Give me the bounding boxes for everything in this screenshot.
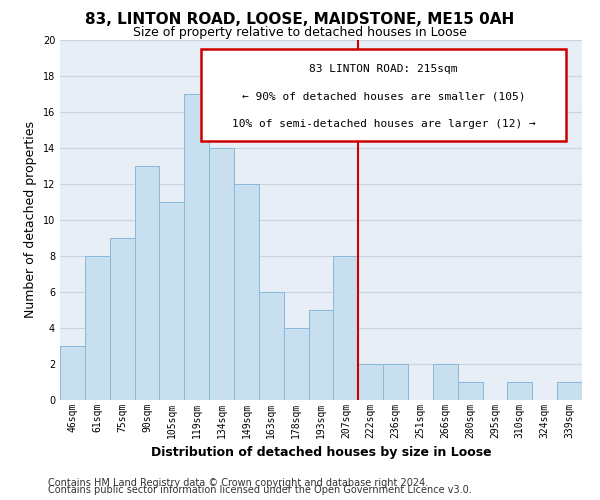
Bar bbox=[134, 166, 160, 400]
Text: 83 LINTON ROAD: 215sqm: 83 LINTON ROAD: 215sqm bbox=[310, 64, 458, 74]
Bar bbox=[334, 256, 358, 400]
Text: Size of property relative to detached houses in Loose: Size of property relative to detached ho… bbox=[133, 26, 467, 39]
Bar bbox=[433, 364, 458, 400]
Bar bbox=[160, 202, 184, 400]
Text: 83, LINTON ROAD, LOOSE, MAIDSTONE, ME15 0AH: 83, LINTON ROAD, LOOSE, MAIDSTONE, ME15 … bbox=[85, 12, 515, 28]
Bar bbox=[85, 256, 110, 400]
Bar bbox=[508, 382, 532, 400]
Text: ← 90% of detached houses are smaller (105): ← 90% of detached houses are smaller (10… bbox=[242, 92, 526, 102]
Bar bbox=[184, 94, 209, 400]
Text: Contains HM Land Registry data © Crown copyright and database right 2024.: Contains HM Land Registry data © Crown c… bbox=[48, 478, 428, 488]
Bar bbox=[458, 382, 482, 400]
Bar bbox=[383, 364, 408, 400]
Bar bbox=[110, 238, 134, 400]
FancyBboxPatch shape bbox=[201, 49, 566, 141]
Bar bbox=[234, 184, 259, 400]
Bar bbox=[284, 328, 308, 400]
Bar bbox=[259, 292, 284, 400]
Bar bbox=[308, 310, 334, 400]
Text: 10% of semi-detached houses are larger (12) →: 10% of semi-detached houses are larger (… bbox=[232, 120, 536, 130]
X-axis label: Distribution of detached houses by size in Loose: Distribution of detached houses by size … bbox=[151, 446, 491, 460]
Bar bbox=[557, 382, 582, 400]
Bar bbox=[60, 346, 85, 400]
Bar bbox=[358, 364, 383, 400]
Bar bbox=[209, 148, 234, 400]
Text: Contains public sector information licensed under the Open Government Licence v3: Contains public sector information licen… bbox=[48, 485, 472, 495]
Y-axis label: Number of detached properties: Number of detached properties bbox=[24, 122, 37, 318]
